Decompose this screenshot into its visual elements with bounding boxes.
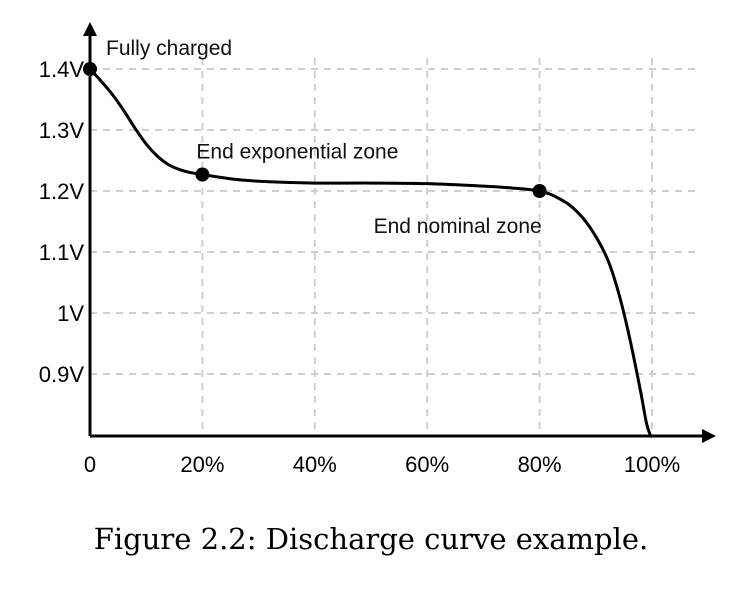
tick-labels: 0.9V 1V 1.1V 1.2V 1.3V 1.4V 0 20% 40% 60% 80% 100% <box>39 57 680 477</box>
y-axis-arrow <box>83 22 97 36</box>
point-label: End exponential zone <box>196 141 398 164</box>
grid-lines <box>90 58 700 436</box>
x-tick-label: 80% <box>518 452 562 477</box>
y-tick-label: 1.4V <box>39 57 85 82</box>
x-tick-label: 40% <box>293 452 337 477</box>
y-tick-label: 1.1V <box>39 240 85 265</box>
y-tick-label: 1V <box>57 301 84 326</box>
axes <box>83 22 716 443</box>
point-marker <box>195 167 210 182</box>
point-label: Fully charged <box>106 37 232 60</box>
x-tick-label: 0 <box>84 452 96 477</box>
discharge-curve <box>88 67 653 438</box>
point-marker <box>83 62 97 76</box>
point-label: End nominal zone <box>374 215 542 238</box>
figure-caption: Figure 2.2: Discharge curve example. <box>93 522 649 556</box>
y-tick-label: 0.9V <box>39 362 85 387</box>
x-tick-label: 100% <box>624 452 680 477</box>
x-axis-arrow <box>702 429 716 443</box>
curve-layer <box>88 67 653 438</box>
annotated-points: Fully charged End exponential zone End nom… <box>83 37 547 238</box>
x-tick-label: 60% <box>405 452 449 477</box>
y-tick-label: 1.2V <box>39 179 85 204</box>
y-tick-label: 1.3V <box>39 118 85 143</box>
x-tick-label: 20% <box>180 452 224 477</box>
point-marker <box>532 184 547 198</box>
